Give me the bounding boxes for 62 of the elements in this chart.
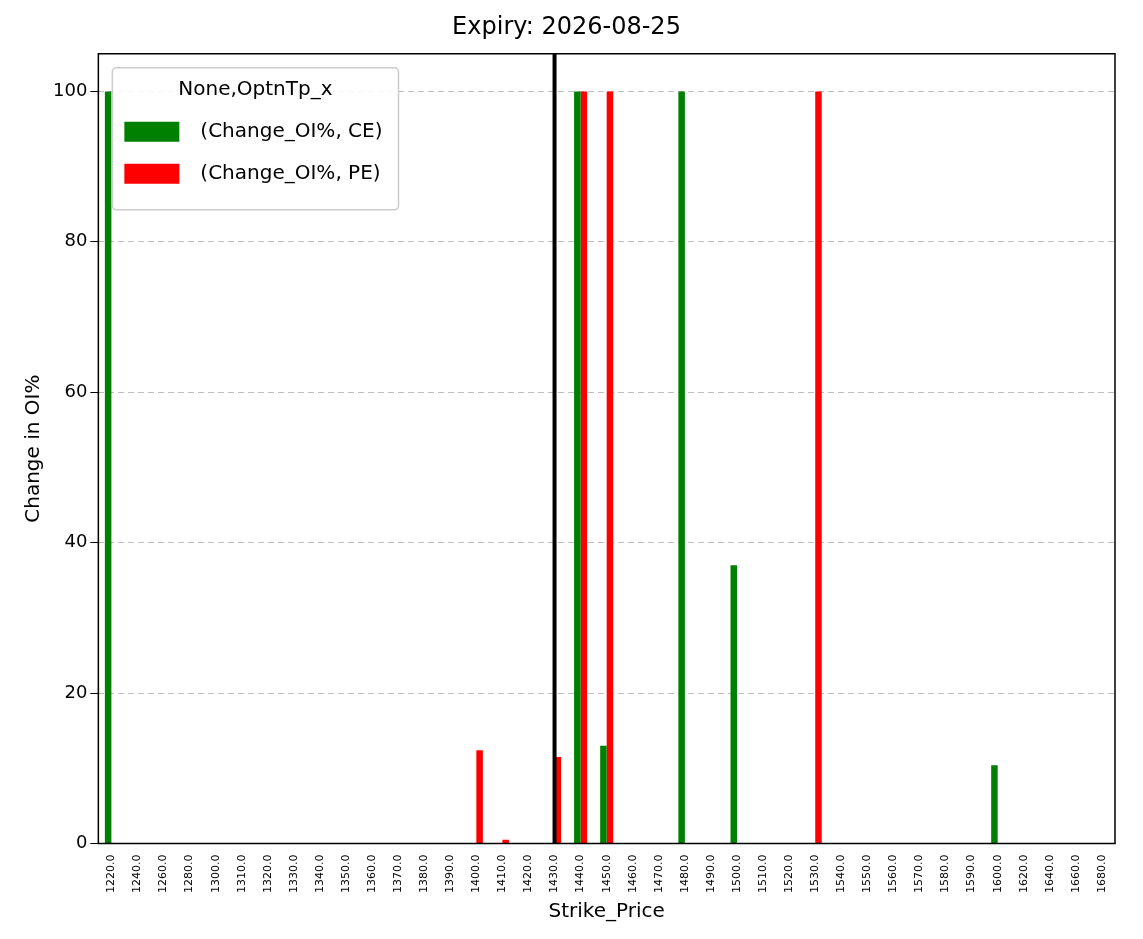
- x-tick-label: 1360.0: [364, 854, 378, 894]
- x-tick-label: 1480.0: [677, 854, 691, 894]
- x-tick-label: 1620.0: [1016, 854, 1030, 894]
- bar: [574, 91, 581, 844]
- x-tick-label: 1450.0: [599, 854, 613, 894]
- x-tick-label: 1550.0: [860, 854, 874, 894]
- x-tick-label: 1580.0: [938, 854, 952, 894]
- x-tick-label: 1540.0: [834, 854, 848, 894]
- legend-label: (Change_OI%, PE): [200, 160, 381, 184]
- y-tick-label: 80: [64, 229, 88, 251]
- bar: [476, 750, 483, 844]
- chart-title: Expiry: 2026-08-25: [452, 11, 681, 40]
- x-tick-label: 1220.0: [104, 854, 118, 894]
- x-tick-label: 1520.0: [782, 854, 796, 894]
- x-tick-label: 1390.0: [443, 854, 457, 894]
- x-tick-label: 1350.0: [338, 854, 352, 894]
- x-tick-label: 1600.0: [990, 854, 1004, 894]
- x-tick-label: 1280.0: [182, 854, 196, 894]
- bar: [502, 839, 509, 844]
- bar: [815, 91, 822, 844]
- bar: [104, 91, 112, 844]
- y-tick-label: 20: [64, 680, 88, 702]
- x-axis-title: Strike_Price: [548, 898, 665, 923]
- bar: [606, 91, 614, 844]
- x-tick-label: 1410.0: [495, 854, 509, 894]
- y-tick-label: 100: [53, 79, 88, 101]
- legend-title: None,OptnTp_x: [178, 76, 333, 100]
- bar: [730, 565, 738, 844]
- x-tick-label: 1420.0: [521, 854, 535, 894]
- x-tick-label: 1500.0: [729, 854, 743, 894]
- bar: [991, 765, 998, 844]
- x-tick-label: 1340.0: [312, 854, 326, 894]
- x-tick-label: 1300.0: [208, 854, 222, 894]
- x-tick-label: 1430.0: [547, 854, 561, 894]
- y-tick-label: 0: [75, 831, 88, 853]
- x-tick-label: 1560.0: [886, 854, 900, 894]
- x-tick-label: 1400.0: [469, 854, 483, 894]
- x-tick-label: 1380.0: [417, 854, 431, 894]
- x-tick-label: 1440.0: [573, 854, 587, 894]
- x-tick-label: 1370.0: [391, 854, 404, 894]
- x-tick-label: 1460.0: [625, 854, 639, 894]
- x-tick-label: 1510.0: [755, 854, 769, 894]
- x-tick-label: 1530.0: [808, 854, 822, 894]
- x-tick-label: 1490.0: [703, 854, 717, 894]
- x-tick-label: 1680.0: [1094, 854, 1108, 894]
- x-tick-label: 1640.0: [1042, 854, 1056, 894]
- y-axis-title: Change in OI%: [20, 374, 45, 523]
- x-tick-label: 1470.0: [651, 854, 665, 894]
- x-tick-label: 1260.0: [156, 854, 170, 894]
- bar: [600, 745, 607, 844]
- y-tick-label: 60: [64, 379, 88, 401]
- x-tick-label: 1320.0: [260, 854, 274, 894]
- legend-label: (Change_OI%, CE): [200, 118, 383, 142]
- bar: [678, 91, 685, 844]
- x-tick-label: 1590.0: [964, 854, 978, 894]
- x-tick-label: 1570.0: [912, 854, 926, 894]
- bar: [580, 91, 588, 844]
- x-tick-label: 1660.0: [1068, 854, 1082, 894]
- y-tick-label: 40: [64, 530, 88, 552]
- x-tick-label: 1240.0: [130, 854, 144, 894]
- x-tick-label: 1330.0: [286, 854, 300, 894]
- x-tick-label: 1310.0: [234, 854, 248, 894]
